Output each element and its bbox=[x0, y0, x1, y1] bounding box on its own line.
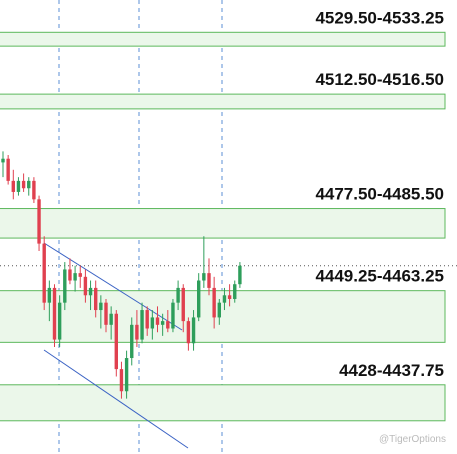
zone bbox=[0, 208, 446, 239]
candle-body bbox=[21, 180, 26, 189]
candle-body bbox=[238, 265, 242, 285]
candle-body bbox=[42, 243, 46, 303]
candle-body bbox=[145, 310, 149, 329]
candle-body bbox=[114, 313, 118, 370]
candle-body bbox=[155, 317, 160, 325]
candle-body bbox=[207, 273, 211, 288]
candle-body bbox=[217, 302, 221, 318]
candle-body bbox=[57, 302, 62, 340]
candle-body bbox=[73, 273, 77, 281]
candle-body bbox=[233, 284, 237, 299]
candle-body bbox=[104, 302, 108, 325]
watermark: @TigerOptions bbox=[379, 434, 446, 445]
channel-line bbox=[43, 349, 189, 449]
candle-body bbox=[171, 302, 175, 329]
candle-body bbox=[99, 302, 103, 311]
candle-body bbox=[6, 158, 10, 181]
channel-line bbox=[43, 242, 183, 331]
candle-body bbox=[166, 321, 170, 329]
candle-body bbox=[160, 321, 165, 325]
candle-body bbox=[11, 180, 15, 192]
zone-label: 4449.25-4463.25 bbox=[315, 267, 444, 286]
candle-body bbox=[109, 313, 113, 325]
candle-body bbox=[130, 324, 134, 359]
candle-body bbox=[1, 158, 5, 163]
candle-body bbox=[202, 273, 206, 281]
candle-body bbox=[88, 287, 93, 296]
zone-label: 4512.50-4516.50 bbox=[315, 70, 444, 89]
candle-body bbox=[78, 273, 82, 277]
candle-body bbox=[27, 180, 31, 189]
candle-body bbox=[52, 287, 57, 340]
zone-label: 4529.50-4533.25 bbox=[315, 8, 444, 27]
candle-body bbox=[227, 295, 232, 299]
candle-body bbox=[119, 369, 124, 392]
candle-body bbox=[32, 180, 36, 200]
candle-body bbox=[212, 287, 216, 318]
zone bbox=[0, 290, 446, 343]
zone bbox=[0, 31, 446, 47]
candle-body bbox=[140, 310, 144, 340]
candle-body bbox=[150, 317, 155, 329]
zone bbox=[0, 93, 446, 110]
candle-body bbox=[197, 280, 201, 318]
zone-label: 4477.50-4485.50 bbox=[315, 185, 444, 204]
candle-body bbox=[83, 276, 88, 296]
candle-body bbox=[68, 269, 72, 281]
candle-body bbox=[47, 287, 52, 303]
candle-body bbox=[186, 321, 191, 344]
candle-body bbox=[222, 295, 227, 303]
candle-body bbox=[191, 317, 196, 344]
candle-body bbox=[135, 324, 139, 340]
candle-body bbox=[176, 287, 180, 303]
candle-body bbox=[94, 287, 98, 311]
candle-body bbox=[124, 358, 129, 392]
zone bbox=[0, 384, 446, 422]
candle-body bbox=[181, 287, 185, 322]
candle-body bbox=[37, 199, 41, 244]
candle-body bbox=[63, 269, 67, 303]
channel bbox=[43, 242, 189, 449]
candle-body bbox=[16, 180, 21, 192]
zone-label: 4428-4437.75 bbox=[339, 361, 444, 380]
